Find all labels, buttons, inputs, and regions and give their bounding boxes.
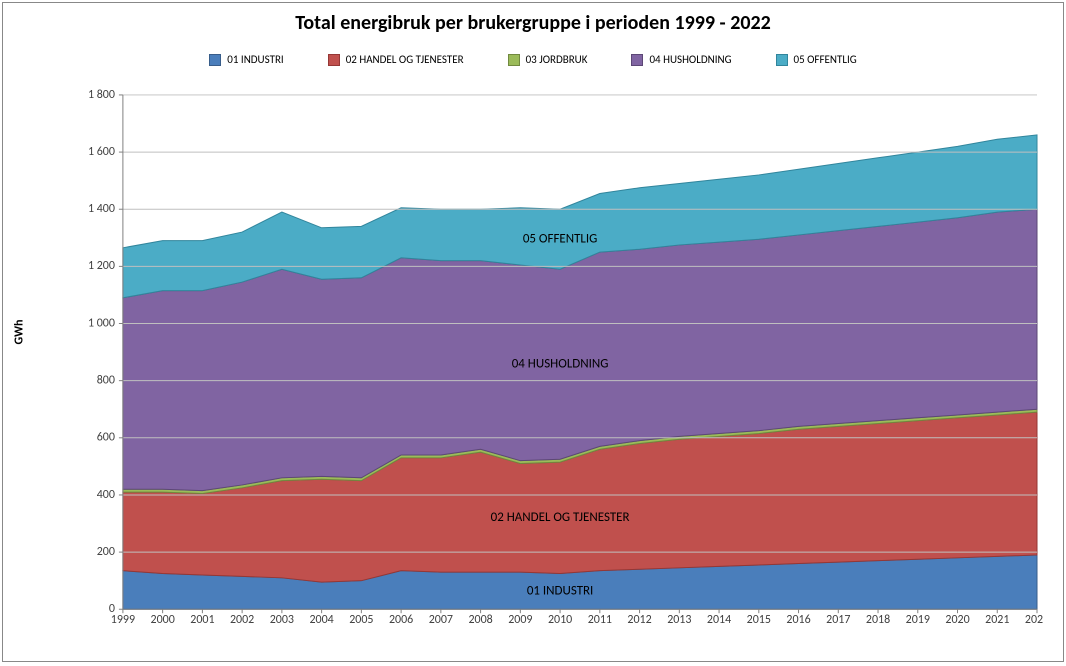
area-label: 04 HUSHOLDNING	[512, 356, 609, 371]
legend-item: 02 HANDEL OG TJENESTER	[328, 53, 464, 66]
x-tick-label: 2001	[190, 613, 214, 627]
legend-swatch	[508, 54, 520, 66]
x-tick-label: 2007	[429, 613, 453, 627]
x-tick-label: 2010	[548, 613, 572, 627]
y-tick-label: 600	[97, 431, 115, 445]
plot-area: 02004006008001 0001 2001 4001 6001 80019…	[73, 89, 1043, 631]
x-tick-label: 2012	[627, 613, 651, 627]
legend-item: 03 JORDBRUK	[508, 53, 588, 66]
x-tick-label: 2003	[270, 613, 294, 627]
x-tick-label: 2004	[309, 613, 333, 627]
x-tick-label: 2006	[389, 613, 413, 627]
x-tick-label: 2017	[826, 613, 850, 627]
chart-legend: 01 INDUSTRI 02 HANDEL OG TJENESTER 03 JORD…	[3, 53, 1063, 66]
legend-label: 02 HANDEL OG TJENESTER	[346, 53, 464, 66]
legend-item: 04 HUSHOLDNING	[631, 53, 731, 66]
x-tick-label: 2019	[906, 613, 930, 627]
chart-title: Total energibruk per brukergruppe i peri…	[3, 11, 1063, 35]
legend-swatch	[631, 54, 643, 66]
y-tick-label: 1 600	[88, 145, 115, 159]
legend-label: 03 JORDBRUK	[526, 53, 588, 66]
x-tick-label: 2009	[508, 613, 532, 627]
legend-item: 01 INDUSTRI	[209, 53, 283, 66]
y-tick-label: 400	[97, 488, 115, 502]
legend-label: 05 OFFENTLIG	[794, 53, 857, 66]
legend-swatch	[776, 54, 788, 66]
chart-container: Total energibruk per brukergruppe i peri…	[2, 2, 1064, 662]
legend-label: 01 INDUSTRI	[227, 53, 283, 66]
x-tick-label: 2022	[1025, 613, 1043, 627]
legend-label: 04 HUSHOLDNING	[649, 53, 731, 66]
x-tick-label: 2014	[707, 613, 731, 627]
x-tick-label: 2020	[945, 613, 969, 627]
legend-swatch	[209, 54, 221, 66]
legend-item: 05 OFFENTLIG	[776, 53, 857, 66]
y-tick-label: 1 800	[88, 89, 115, 102]
x-tick-label: 2011	[588, 613, 612, 627]
chart-svg: 02004006008001 0001 2001 4001 6001 80019…	[73, 89, 1043, 631]
y-axis-label: GWh	[12, 320, 26, 345]
x-tick-label: 2013	[667, 613, 691, 627]
y-tick-label: 1 000	[88, 316, 115, 330]
legend-swatch	[328, 54, 340, 66]
area-label: 01 INDUSTRI	[527, 583, 593, 598]
x-tick-label: 2016	[786, 613, 810, 627]
x-tick-label: 2005	[349, 613, 373, 627]
x-tick-label: 2002	[230, 613, 254, 627]
y-tick-label: 200	[97, 545, 115, 559]
x-tick-label: 2018	[866, 613, 890, 627]
area-label: 05 OFFENTLIG	[523, 231, 597, 246]
x-tick-label: 2000	[151, 613, 175, 627]
area-label: 02 HANDEL OG TJENESTER	[491, 510, 630, 525]
x-tick-label: 2021	[985, 613, 1009, 627]
y-tick-label: 1 400	[88, 202, 115, 216]
x-tick-label: 2008	[468, 613, 492, 627]
x-tick-label: 1999	[111, 613, 135, 627]
y-tick-label: 1 200	[88, 259, 115, 273]
x-tick-label: 2015	[747, 613, 771, 627]
y-tick-label: 800	[97, 374, 115, 388]
